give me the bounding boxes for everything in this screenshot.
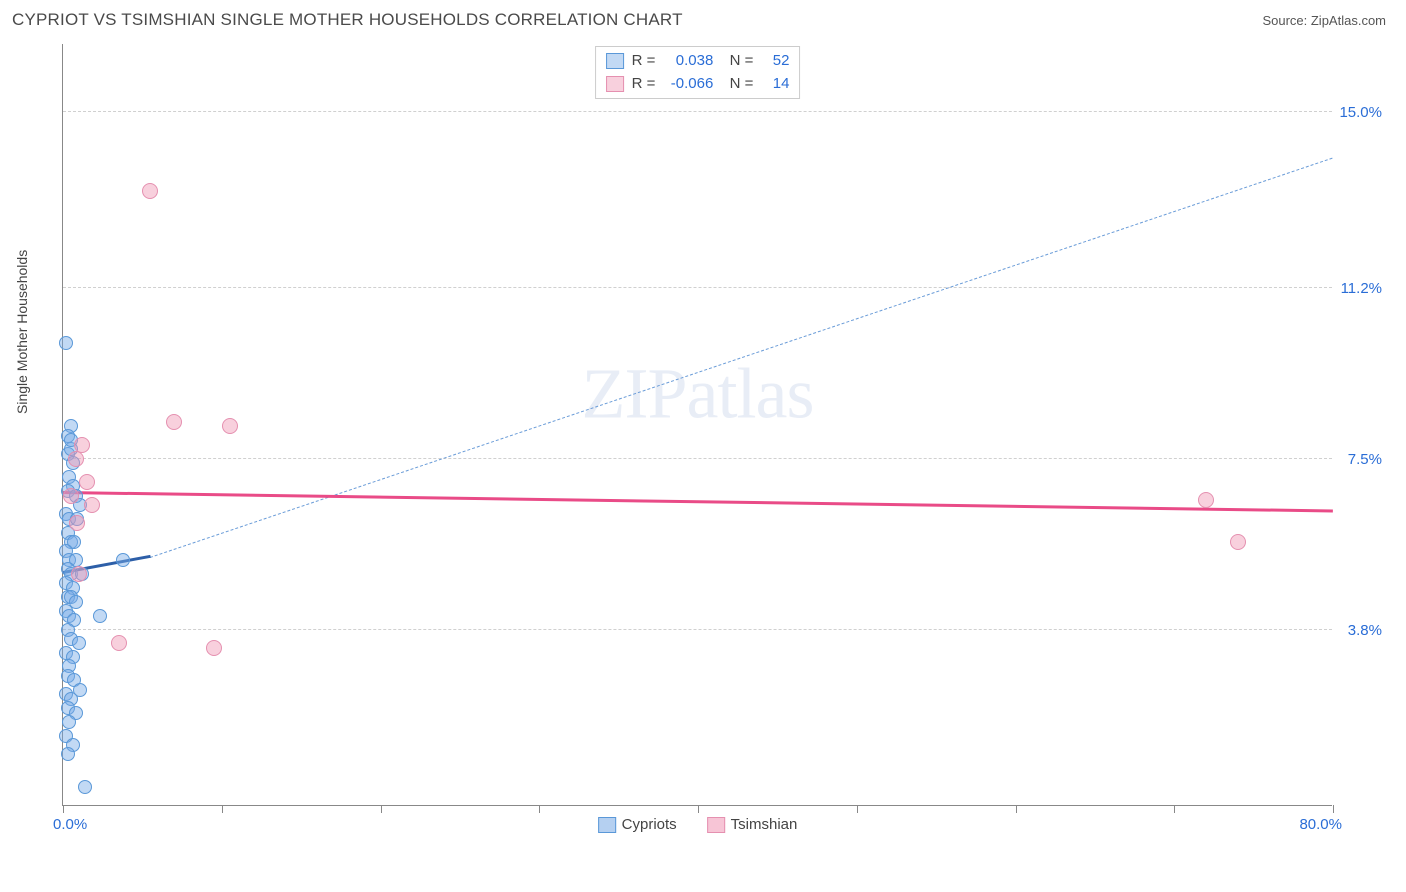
x-axis-max-label: 80.0% bbox=[1299, 816, 1342, 833]
trend-line bbox=[63, 491, 1333, 512]
stat-n-label: N = bbox=[721, 73, 753, 96]
x-tick bbox=[698, 805, 699, 813]
stat-n-label: N = bbox=[721, 50, 753, 73]
legend-swatch bbox=[707, 817, 725, 833]
y-tick-label: 7.5% bbox=[1322, 451, 1382, 468]
x-tick bbox=[1016, 805, 1017, 813]
trend-line-extrapolated bbox=[150, 157, 1333, 557]
gridline-h bbox=[63, 287, 1332, 288]
watermark-atlas: atlas bbox=[687, 354, 814, 434]
x-tick bbox=[857, 805, 858, 813]
y-tick-label: 15.0% bbox=[1322, 104, 1382, 121]
data-point-tsimshian bbox=[1198, 492, 1214, 508]
x-tick bbox=[222, 805, 223, 813]
y-tick-label: 11.2% bbox=[1322, 280, 1382, 297]
source-attribution: Source: ZipAtlas.com bbox=[1262, 13, 1386, 28]
data-point-tsimshian bbox=[142, 183, 158, 199]
data-point-tsimshian bbox=[69, 515, 85, 531]
stat-swatch bbox=[606, 53, 624, 69]
stat-swatch bbox=[606, 76, 624, 92]
stat-r-label: R = bbox=[632, 73, 656, 96]
data-point-cypriots bbox=[61, 747, 75, 761]
stat-n-value: 14 bbox=[761, 73, 789, 96]
legend-label: Cypriots bbox=[622, 816, 677, 833]
legend: Cypriots Tsimshian bbox=[598, 816, 798, 833]
plot-area: ZIPatlas R = 0.038 N = 52R = -0.066 N = 14 0… bbox=[62, 44, 1332, 806]
x-axis-min-label: 0.0% bbox=[53, 816, 87, 833]
data-point-tsimshian bbox=[63, 488, 79, 504]
stat-r-label: R = bbox=[632, 50, 656, 73]
gridline-h bbox=[63, 111, 1332, 112]
data-point-tsimshian bbox=[84, 497, 100, 513]
gridline-h bbox=[63, 458, 1332, 459]
data-point-tsimshian bbox=[68, 451, 84, 467]
legend-swatch bbox=[598, 817, 616, 833]
data-point-cypriots bbox=[72, 636, 86, 650]
legend-item: Tsimshian bbox=[707, 816, 798, 833]
x-tick bbox=[63, 805, 64, 813]
legend-item: Cypriots bbox=[598, 816, 677, 833]
data-point-tsimshian bbox=[71, 566, 87, 582]
data-point-cypriots bbox=[59, 336, 73, 350]
stat-row-cypriots: R = 0.038 N = 52 bbox=[606, 50, 790, 73]
gridline-h bbox=[63, 629, 1332, 630]
x-tick bbox=[539, 805, 540, 813]
data-point-cypriots bbox=[93, 609, 107, 623]
data-point-tsimshian bbox=[79, 474, 95, 490]
y-axis-label: Single Mother Households bbox=[14, 250, 30, 414]
x-tick bbox=[381, 805, 382, 813]
y-tick-label: 3.8% bbox=[1322, 622, 1382, 639]
stats-legend-box: R = 0.038 N = 52 R = -0.066 N = 14 bbox=[595, 46, 801, 99]
data-point-tsimshian bbox=[222, 418, 238, 434]
data-point-tsimshian bbox=[111, 635, 127, 651]
legend-label: Tsimshian bbox=[731, 816, 798, 833]
x-tick bbox=[1174, 805, 1175, 813]
data-point-cypriots bbox=[62, 715, 76, 729]
data-point-tsimshian bbox=[1230, 534, 1246, 550]
watermark: ZIPatlas bbox=[582, 353, 814, 436]
chart-title: CYPRIOT VS TSIMSHIAN SINGLE MOTHER HOUSE… bbox=[12, 10, 683, 30]
data-point-cypriots bbox=[78, 780, 92, 794]
data-point-tsimshian bbox=[206, 640, 222, 656]
data-point-tsimshian bbox=[166, 414, 182, 430]
data-point-cypriots bbox=[116, 553, 130, 567]
stat-r-value: -0.066 bbox=[663, 73, 713, 96]
stat-r-value: 0.038 bbox=[663, 50, 713, 73]
stat-n-value: 52 bbox=[761, 50, 789, 73]
x-tick bbox=[1333, 805, 1334, 813]
stat-row-tsimshian: R = -0.066 N = 14 bbox=[606, 73, 790, 96]
